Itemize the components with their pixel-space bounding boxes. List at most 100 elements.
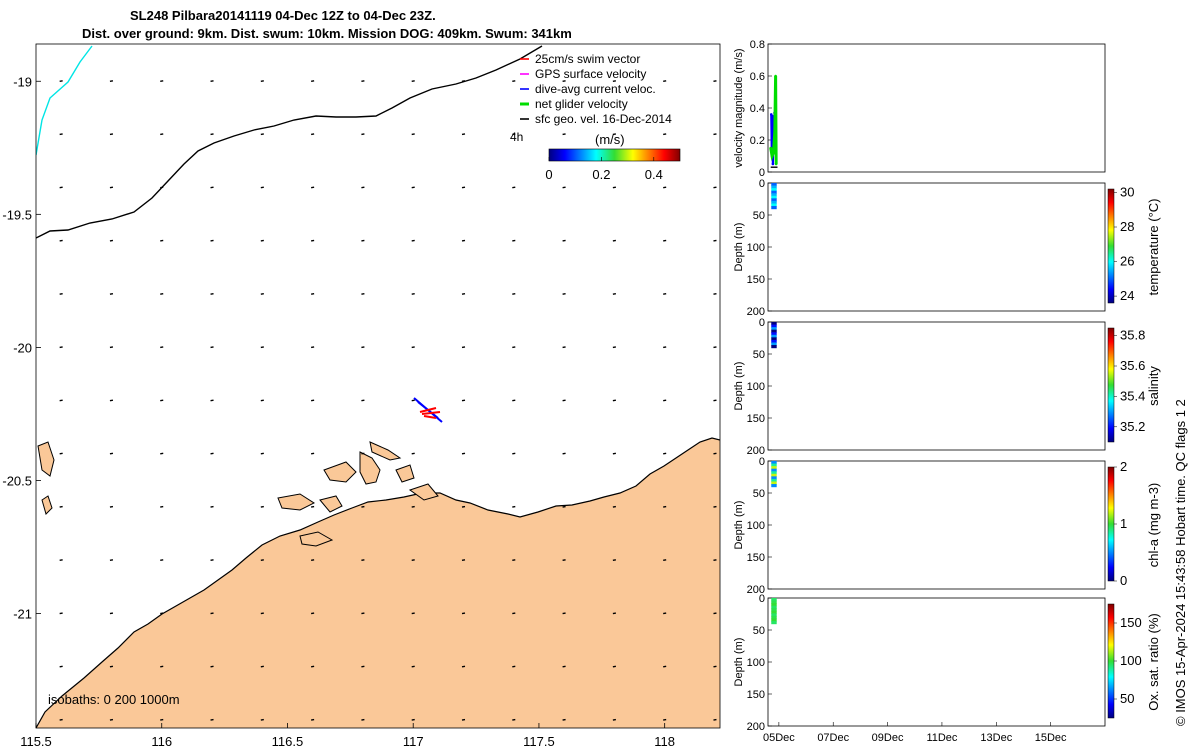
profile-cell bbox=[771, 484, 777, 488]
geostrophic-vector bbox=[210, 133, 214, 136]
geostrophic-vector bbox=[59, 665, 63, 668]
geostrophic-vector bbox=[562, 399, 566, 402]
geostrophic-vector bbox=[562, 133, 566, 136]
geostrophic-vector bbox=[59, 80, 63, 82]
geostrophic-vector bbox=[361, 292, 365, 295]
geostrophic-vector bbox=[512, 133, 516, 136]
geostrophic-vector bbox=[59, 133, 63, 136]
panel-y-tick-label: 50 bbox=[753, 488, 765, 500]
colorbar-label: (m/s) bbox=[595, 132, 625, 147]
geostrophic-vector bbox=[109, 718, 114, 721]
map-y-tick-label: -20 bbox=[13, 340, 32, 355]
profile-cell bbox=[771, 615, 777, 620]
chart-title-line-1: SL248 Pilbara20141119 04-Dec 12Z to 04-D… bbox=[130, 8, 436, 23]
profile-cell bbox=[771, 198, 777, 202]
panel-y-tick-label: 100 bbox=[747, 242, 765, 254]
geostrophic-vector bbox=[59, 239, 63, 242]
panel-y-tick-label: 150 bbox=[747, 413, 765, 425]
geostrophic-vector bbox=[713, 80, 717, 82]
speed-colorbar bbox=[548, 148, 681, 162]
geostrophic-vector bbox=[109, 186, 114, 189]
geostrophic-vector bbox=[512, 559, 516, 562]
coastline bbox=[36, 437, 720, 728]
geostrophic-vector bbox=[461, 559, 466, 562]
profile-cell bbox=[771, 603, 777, 607]
geostrophic-vector bbox=[461, 292, 466, 295]
profile-cell bbox=[771, 206, 777, 210]
geostrophic-vector bbox=[512, 346, 516, 349]
panel-y-tick-label: 0.4 bbox=[750, 103, 765, 115]
colorbar-tick-label: 0.4 bbox=[645, 167, 663, 182]
island bbox=[37, 441, 55, 477]
geostrophic-vector bbox=[713, 399, 717, 402]
panel-y-tick-label: 0.8 bbox=[750, 39, 765, 51]
geostrophic-vector bbox=[109, 505, 114, 508]
profile-cell bbox=[771, 466, 777, 470]
profile-cell bbox=[771, 613, 777, 617]
island bbox=[323, 461, 357, 483]
geostrophic-vector bbox=[210, 346, 214, 349]
panel-frame bbox=[767, 43, 1106, 173]
colorbar-tick-label: 0.2 bbox=[592, 167, 610, 182]
profile-cell bbox=[771, 195, 777, 199]
geostrophic-vector bbox=[311, 559, 315, 562]
panel-y-tick-label: 150 bbox=[747, 274, 765, 286]
geostrophic-vector bbox=[663, 80, 667, 82]
geostrophic-vector bbox=[109, 239, 114, 242]
panel-colorbar-tick-label: 2 bbox=[1120, 459, 1127, 474]
map-panel: 115.5 116 116.5 117 117.5 118 -19 -19.5 -20 -20.… bbox=[2, 43, 721, 749]
geostrophic-vector bbox=[210, 80, 214, 82]
geostrophic-vector bbox=[260, 559, 264, 562]
geostrophic-vector bbox=[210, 452, 214, 455]
geostrophic-vector bbox=[461, 186, 466, 189]
geostrophic-vector bbox=[311, 80, 315, 82]
panel-y-tick-label: 50 bbox=[753, 625, 765, 637]
geostrophic-vector bbox=[411, 133, 415, 136]
geostrophic-vector bbox=[562, 292, 566, 295]
geostrophic-vector bbox=[562, 505, 566, 508]
profile-cell bbox=[771, 478, 777, 483]
geostrophic-vector bbox=[361, 346, 365, 349]
geostrophic-vector bbox=[612, 718, 616, 721]
geostrophic-vector bbox=[612, 80, 616, 82]
geostrophic-vector bbox=[411, 346, 415, 349]
panel-colorbar-tick-label: 35.6 bbox=[1120, 358, 1145, 373]
island bbox=[319, 495, 343, 513]
geostrophic-vector bbox=[461, 612, 466, 615]
geostrophic-vector bbox=[260, 80, 264, 82]
geostrophic-vector bbox=[713, 718, 717, 721]
geostrophic-vector bbox=[210, 612, 214, 615]
geostrophic-vector bbox=[260, 133, 264, 136]
geostrophic-vector bbox=[411, 665, 415, 668]
geostrophic-vector bbox=[411, 612, 415, 615]
geostrophic-vector bbox=[461, 239, 466, 242]
geostrophic-vector bbox=[512, 292, 516, 295]
profile-cell bbox=[771, 322, 777, 326]
geostrophic-vector bbox=[160, 718, 164, 721]
profile-cell bbox=[771, 621, 777, 625]
geostrophic-vector bbox=[663, 612, 667, 615]
geostrophic-vector bbox=[160, 80, 164, 82]
profile-cell bbox=[771, 468, 777, 472]
time-series-panels: 0 0.2 0.4 0.6 0.8 velocity magnitude (m/s) 0 50… bbox=[733, 39, 1161, 733]
panel-colorbar-tick-label: 28 bbox=[1120, 219, 1134, 234]
panel-y-tick-label: 100 bbox=[747, 381, 765, 393]
geostrophic-vector bbox=[59, 186, 63, 189]
map-x-tick-label: 115.5 bbox=[20, 734, 52, 749]
geostrophic-vector bbox=[59, 559, 63, 562]
panel-colorbar-tick-label: 26 bbox=[1120, 254, 1134, 269]
geostrophic-vector bbox=[160, 505, 164, 508]
geostrophic-vector bbox=[562, 452, 566, 455]
panel-temperature: 0 50 100 150 200 Depth (m) 24 26 28 30 temperature… bbox=[733, 178, 1161, 318]
panel-y-tick-label: 0 bbox=[759, 593, 765, 605]
geostrophic-vector bbox=[411, 292, 415, 295]
panel-y-tick-label: 200 bbox=[747, 445, 765, 457]
geostrophic-vector bbox=[713, 452, 717, 455]
geostrophic-vector bbox=[260, 346, 264, 349]
panel-y-axis-label: Depth (m) bbox=[733, 362, 745, 411]
geostrophic-vector bbox=[562, 239, 566, 242]
legend-label: GPS surface velocity bbox=[535, 67, 646, 81]
map-y-tick-label: -19.5 bbox=[2, 207, 32, 222]
